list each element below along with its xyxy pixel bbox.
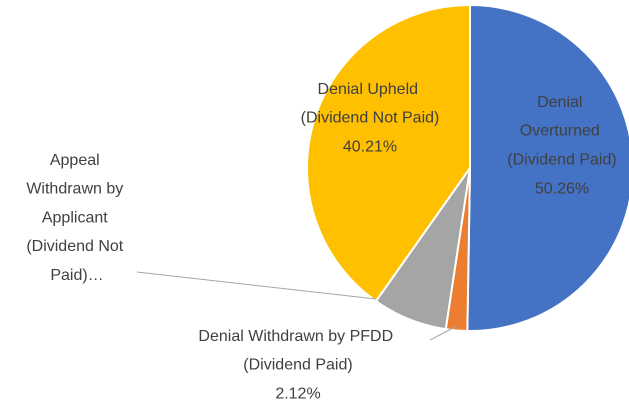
leader-line: [136, 271, 377, 300]
slice-label: Appeal Withdrawn by Applicant (Dividend …: [26, 152, 127, 284]
slice-label: Denial Overturned (Dividend Paid): [507, 94, 616, 168]
value-label: 50.26%: [535, 180, 589, 197]
pie-slice: [466, 3, 629, 332]
slice-label: Denial Upheld (Dividend Not Paid): [301, 81, 440, 127]
slice-label: Denial Withdrawn by PFDD (Dividend Paid): [198, 328, 397, 374]
value-label: 40.21%: [343, 139, 397, 156]
pie-slice: [306, 3, 471, 303]
value-label: 2.12%: [275, 386, 320, 403]
leader-line: [429, 325, 458, 341]
